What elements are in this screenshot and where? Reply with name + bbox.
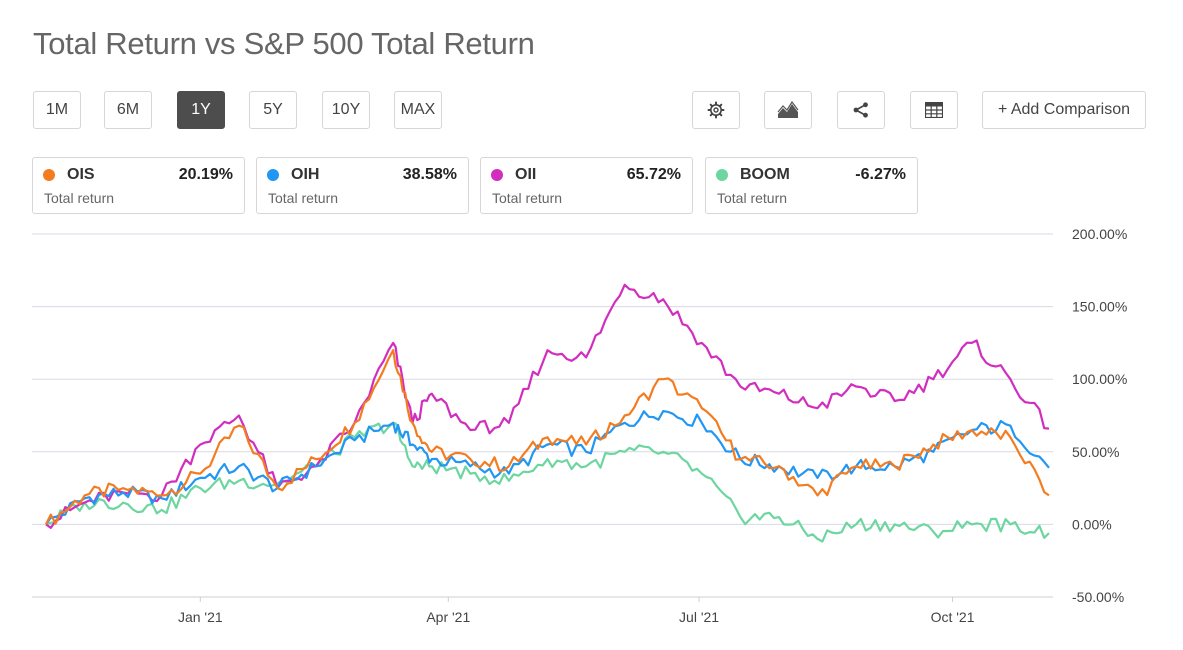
legend-return-value: 20.19% (178, 166, 233, 183)
x-tick-label: Apr '21 (426, 609, 470, 625)
legend-ticker: OIS (67, 166, 95, 183)
legend-subtitle: Total return (44, 190, 115, 206)
y-tick-label: 50.00% (1072, 444, 1119, 460)
legend-ticker: OIH (291, 166, 320, 183)
legend-card-ois[interactable]: OIS 20.19% Total return (32, 157, 245, 214)
period-1m-button[interactable]: 1M (33, 91, 81, 129)
series-color-dot (43, 169, 55, 181)
legend-return-value: 38.58% (402, 166, 457, 183)
legend-card-boom[interactable]: BOOM -6.27% Total return (705, 157, 918, 214)
legend-ticker: OII (515, 166, 537, 183)
legend-subtitle: Total return (717, 190, 788, 206)
legend-return-value: -6.27% (855, 166, 906, 183)
series-color-dot (491, 169, 503, 181)
series-line-boom (45, 421, 1050, 543)
table-view-button[interactable] (910, 91, 958, 129)
y-tick-label: 200.00% (1072, 226, 1127, 242)
settings-button[interactable] (692, 91, 740, 129)
table-icon (925, 102, 943, 118)
chart-type-icon (777, 101, 799, 118)
series-line-oih (45, 410, 1050, 526)
add-comparison-button[interactable]: + Add Comparison (982, 91, 1146, 129)
y-tick-label: 100.00% (1072, 371, 1127, 387)
share-button[interactable] (837, 91, 885, 129)
period-6m-button[interactable]: 6M (104, 91, 152, 129)
series-color-dot (267, 169, 279, 181)
period-5y-button[interactable]: 5Y (249, 91, 297, 129)
x-tick-label: Oct '21 (931, 609, 975, 625)
legend-subtitle: Total return (268, 190, 339, 206)
legend-return-value: 65.72% (626, 166, 681, 183)
series-line-oii (45, 283, 1050, 530)
legend-card-oii[interactable]: OII 65.72% Total return (480, 157, 693, 214)
legend-subtitle: Total return (492, 190, 563, 206)
legend-card-oih[interactable]: OIH 38.58% Total return (256, 157, 469, 214)
y-tick-label: -50.00% (1072, 589, 1124, 605)
share-icon (853, 102, 868, 118)
period-10y-button[interactable]: 10Y (322, 91, 370, 129)
series-color-dot (716, 169, 728, 181)
legend-ticker: BOOM (740, 166, 790, 183)
gear-icon (707, 101, 725, 119)
x-tick-label: Jul '21 (679, 609, 719, 625)
chart-type-button[interactable] (764, 91, 812, 129)
period-max-button[interactable]: MAX (394, 91, 442, 129)
page-title: Total Return vs S&P 500 Total Return (33, 26, 535, 61)
x-tick-label: Jan '21 (178, 609, 223, 625)
period-1y-button[interactable]: 1Y (177, 91, 225, 129)
series-line-ois (45, 349, 1050, 525)
y-tick-label: 0.00% (1072, 516, 1112, 532)
y-tick-label: 150.00% (1072, 299, 1127, 315)
